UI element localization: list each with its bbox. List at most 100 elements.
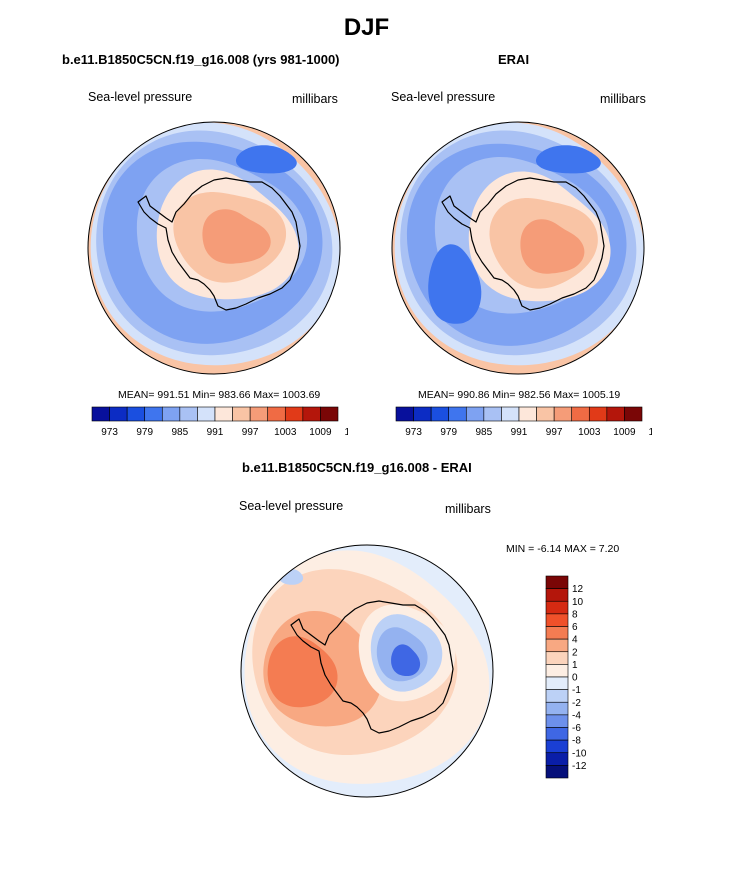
colorbar-tick-label: 8 [572, 609, 578, 620]
colorbar-tick-label: 979 [136, 427, 153, 438]
map-obs [391, 121, 645, 375]
colorbar-swatch [545, 739, 569, 754]
colorbar-swatch [302, 406, 321, 422]
colorbar-tick-label: 991 [511, 427, 528, 438]
colorbar-tick-label: -4 [572, 710, 581, 721]
colorbar-tick-label: 973 [101, 427, 118, 438]
colorbar-tick-label: 985 [172, 427, 189, 438]
colorbar-swatch [545, 613, 569, 627]
colorbar-tick-label: -6 [572, 723, 581, 734]
colorbar-swatch [483, 406, 502, 422]
colorbar-tick-label: 12 [572, 584, 584, 595]
colorbar-tick-label: 985 [476, 427, 493, 438]
colorbar-swatch [395, 406, 414, 422]
map-boundary [87, 121, 341, 375]
colorbar-swatch [249, 406, 269, 422]
colorbar-tick-label: 6 [572, 622, 578, 633]
map-boundary [240, 544, 494, 798]
colorbar-swatch [501, 406, 520, 422]
colorbar-tick-label: 2 [572, 647, 578, 658]
panel-obs-units: millibars [600, 92, 646, 106]
panel-model-stats: MEAN= 991.51 Min= 983.66 Max= 1003.69 [118, 389, 321, 401]
colorbar-tick-label: -12 [572, 761, 587, 772]
colorbar-tick-label: 997 [242, 427, 259, 438]
colorbar-tick-label: -8 [572, 736, 581, 747]
colorbar-swatch [465, 406, 485, 422]
colorbar-tick-label: 1003 [274, 427, 297, 438]
panel-diff-variable: Sea-level pressure [239, 499, 344, 513]
colorbar-swatch [553, 406, 573, 422]
colorbar-tick-label: 1009 [613, 427, 636, 438]
panel-diff-title: b.e11.B1850C5CN.f19_g16.008 - ERAI [242, 460, 472, 475]
contour-band-1003 [202, 209, 271, 264]
colorbar-swatch [545, 575, 569, 589]
colorbar-swatch [161, 406, 181, 422]
colorbar-model: 973 979 985 991 997 1003 1009 1015 [91, 406, 348, 438]
colorbar-swatch [545, 600, 569, 615]
map-diff [240, 544, 494, 798]
contour-band-1003 [520, 219, 585, 274]
colorbar-tick-label: 979 [440, 427, 457, 438]
colorbar-swatch [545, 689, 569, 703]
colorbar-swatch [197, 406, 216, 422]
panel-model-variable: Sea-level pressure [88, 90, 193, 104]
colorbar-tick-label: 991 [207, 427, 224, 438]
colorbar-swatch [126, 406, 146, 422]
colorbar-swatch [624, 406, 643, 422]
colorbar-swatch [413, 406, 432, 422]
colorbar-swatch [545, 714, 569, 728]
map-boundary [391, 121, 645, 375]
colorbar-swatch [179, 406, 198, 422]
colorbar-swatch [545, 727, 569, 741]
colorbar-swatch [267, 406, 286, 422]
panel-diff-units: millibars [445, 502, 491, 516]
colorbar-obs: 973 979 985 991 997 1003 1009 1015 [395, 406, 652, 438]
colorbar-swatch [430, 406, 450, 422]
figure-title: DJF [343, 14, 390, 41]
panel-obs-variable: Sea-level pressure [391, 90, 496, 104]
colorbar-swatch [571, 406, 590, 422]
colorbar-tick-label: -10 [572, 748, 587, 759]
colorbar-swatch [91, 406, 110, 422]
colorbar-swatch [545, 664, 569, 678]
panel-obs-stats: MEAN= 990.86 Min= 982.56 Max= 1005.19 [418, 389, 621, 401]
coastline [290, 600, 454, 734]
colorbar-tick-label: -1 [572, 685, 581, 696]
colorbar-swatch [284, 406, 304, 422]
colorbar-swatch [545, 765, 569, 779]
colorbar-tick-label: 997 [546, 427, 563, 438]
colorbar-swatch [518, 406, 537, 422]
colorbar-swatch [214, 406, 233, 422]
colorbar-tick-label: 1003 [578, 427, 601, 438]
colorbar-swatch [545, 651, 569, 665]
panel-model-title: b.e11.B1850C5CN.f19_g16.008 (yrs 981-100… [62, 52, 340, 67]
colorbar-swatch [606, 406, 625, 422]
colorbar-swatch [588, 406, 608, 422]
colorbar-swatch [320, 406, 339, 422]
colorbar-swatch [545, 626, 569, 640]
colorbar-tick-label: 1015 [648, 427, 652, 438]
panel-diff-stats: MIN = -6.14 MAX = 7.20 [506, 543, 620, 555]
colorbar-tick-label: 4 [572, 635, 578, 646]
colorbar-swatch [109, 406, 128, 422]
colorbar-swatch [232, 406, 251, 422]
colorbar-tick-label: 973 [405, 427, 422, 438]
colorbar-tick-label: 0 [572, 673, 578, 684]
colorbar-tick-label: 1015 [344, 427, 348, 438]
colorbar-swatch [545, 676, 569, 690]
colorbar-swatch [545, 588, 569, 602]
colorbar-swatch [448, 406, 467, 422]
colorbar-swatch [545, 752, 569, 766]
coastline [441, 177, 605, 311]
colorbar-tick-label: 1009 [309, 427, 332, 438]
contour-low-983 [535, 145, 601, 174]
colorbar-swatch [144, 406, 163, 422]
coastline [137, 177, 301, 311]
panel-obs-title: ERAI [498, 52, 530, 67]
colorbar-tick-label: 1 [572, 660, 578, 671]
colorbar-tick-label: -2 [572, 698, 581, 709]
map-model [87, 121, 341, 375]
contour-low-983 [235, 145, 297, 174]
contour-band-minus4 [391, 644, 421, 676]
